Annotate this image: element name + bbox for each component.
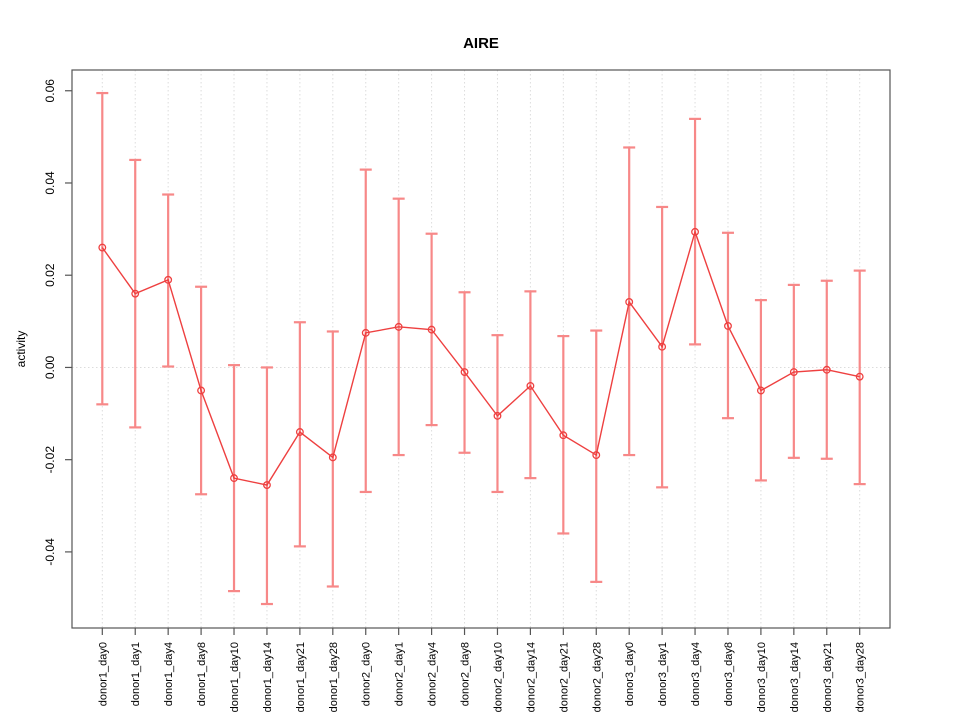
x-tick-label: donor2_day0 bbox=[361, 642, 373, 706]
data-point-marker bbox=[855, 372, 864, 381]
x-tick-label: donor1_day0 bbox=[97, 642, 109, 706]
data-point-marker bbox=[526, 381, 535, 390]
x-tick-label: donor1_day28 bbox=[328, 642, 340, 712]
y-tick-label: 0.00 bbox=[43, 355, 57, 379]
x-tick-label: donor2_day28 bbox=[591, 642, 603, 712]
data-point-marker bbox=[789, 368, 798, 377]
x-tick-label: donor3_day28 bbox=[855, 642, 867, 712]
series-polyline bbox=[101, 229, 860, 486]
data-point-marker bbox=[230, 474, 238, 483]
x-tick-label: donor3_day4 bbox=[690, 642, 702, 706]
data-series-line bbox=[101, 229, 860, 486]
data-point-marker bbox=[361, 328, 370, 337]
axes-and-ticks: 0.06 0.04 0.02 0.00 -0.02 -0.04 donor1_day0 don… bbox=[43, 79, 867, 713]
error-bars bbox=[96, 91, 866, 606]
x-tick-label: donor1_day1 bbox=[130, 642, 142, 706]
plot-frame bbox=[71, 69, 891, 629]
x-tick-label: donor1_day4 bbox=[163, 642, 175, 706]
data-points bbox=[98, 227, 864, 489]
gridlines bbox=[72, 70, 890, 628]
x-tick-label: donor2_day4 bbox=[427, 642, 439, 706]
data-point-marker bbox=[394, 322, 403, 331]
data-point-marker bbox=[559, 431, 568, 440]
x-tick-label: donor2_day8 bbox=[460, 642, 472, 706]
x-tick-label: donor2_day10 bbox=[492, 642, 504, 712]
data-point-marker bbox=[98, 243, 107, 252]
data-point-marker bbox=[493, 411, 502, 420]
data-point-marker bbox=[295, 428, 304, 436]
x-tick-label: donor3_day8 bbox=[723, 642, 735, 706]
x-tick-label: donor2_day14 bbox=[525, 642, 537, 712]
data-point-marker bbox=[460, 368, 469, 377]
data-point-marker bbox=[724, 321, 732, 330]
x-tick-label: donor3_day14 bbox=[789, 642, 801, 712]
x-tick-label: donor3_day10 bbox=[756, 642, 768, 712]
data-point-marker bbox=[625, 298, 634, 306]
data-point-marker bbox=[164, 275, 173, 284]
y-tick-label: 0.02 bbox=[43, 263, 57, 287]
x-tick-label: donor3_day0 bbox=[624, 642, 636, 706]
y-axis-title: activity bbox=[14, 331, 28, 368]
data-point-marker bbox=[131, 289, 140, 298]
x-tick-label: donor1_day21 bbox=[295, 642, 307, 712]
x-tick-label: donor3_day21 bbox=[822, 642, 834, 712]
data-point-marker bbox=[822, 365, 831, 374]
data-point-marker bbox=[756, 386, 765, 395]
data-point-marker bbox=[197, 386, 206, 395]
data-point-marker bbox=[427, 325, 436, 334]
y-tick-label: -0.04 bbox=[43, 538, 57, 566]
data-point-marker bbox=[328, 453, 337, 462]
x-tick-label: donor2_day21 bbox=[558, 642, 570, 712]
x-tick-label: donor3_day1 bbox=[657, 642, 669, 706]
x-tick-label: donor1_day8 bbox=[196, 642, 208, 706]
y-tick-label: 0.06 bbox=[43, 79, 57, 103]
data-point-marker bbox=[691, 227, 699, 236]
x-tick-label: donor2_day1 bbox=[394, 642, 406, 706]
y-tick-label: -0.02 bbox=[43, 446, 57, 474]
chart-title: AIRE bbox=[463, 35, 499, 52]
data-point-marker bbox=[263, 481, 271, 489]
x-tick-label: donor1_day10 bbox=[229, 642, 241, 712]
x-tick-label: donor1_day14 bbox=[262, 642, 274, 712]
data-point-marker bbox=[592, 451, 601, 460]
y-tick-label: 0.04 bbox=[43, 171, 57, 195]
data-point-marker bbox=[658, 342, 667, 351]
